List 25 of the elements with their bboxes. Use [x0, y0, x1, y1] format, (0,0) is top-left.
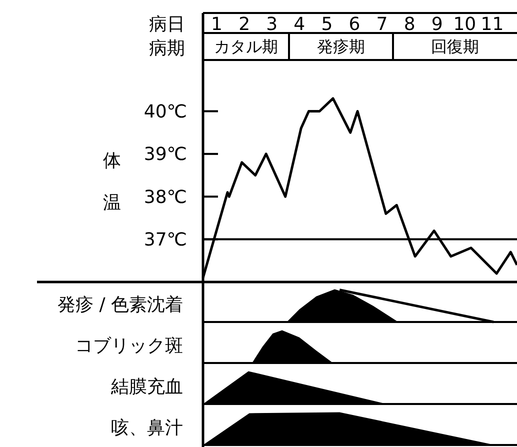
y-tick-label: 39℃ — [144, 144, 187, 166]
x-tick-label: 8 — [404, 14, 416, 35]
x-tick-label: 5 — [321, 14, 333, 35]
y-axis-title: 発疹 / 色素沈着 — [57, 294, 183, 316]
text: 発疹期 — [317, 37, 365, 56]
x-tick-label: 6 — [348, 14, 360, 35]
text: カタル期 — [214, 37, 278, 56]
x-tick-label: 11 — [480, 14, 504, 35]
text: 回復期 — [431, 37, 479, 56]
y-axis-title: 体温 — [103, 150, 121, 214]
x-tick-label: 2 — [238, 14, 250, 35]
x-axis-title: 病日 — [149, 14, 185, 35]
y-axis-title: 咳、鼻汁 — [111, 417, 183, 438]
x-tick-label: 4 — [294, 14, 306, 35]
x-tick-label: 10 — [453, 14, 476, 35]
y-axis-title: コブリック斑 — [75, 335, 183, 356]
y-tick-label: 40℃ — [144, 102, 187, 123]
x-tick-label: 7 — [376, 14, 388, 35]
x-tick-label: 1 — [211, 14, 222, 35]
x-tick-label: 9 — [431, 14, 443, 35]
y-axis-title: 結膜充血 — [110, 376, 183, 398]
y-tick-label: 38℃ — [144, 186, 187, 208]
x-tick-label: 3 — [266, 14, 278, 35]
text: 病期 — [149, 38, 185, 59]
y-tick-label: 37℃ — [144, 230, 187, 251]
